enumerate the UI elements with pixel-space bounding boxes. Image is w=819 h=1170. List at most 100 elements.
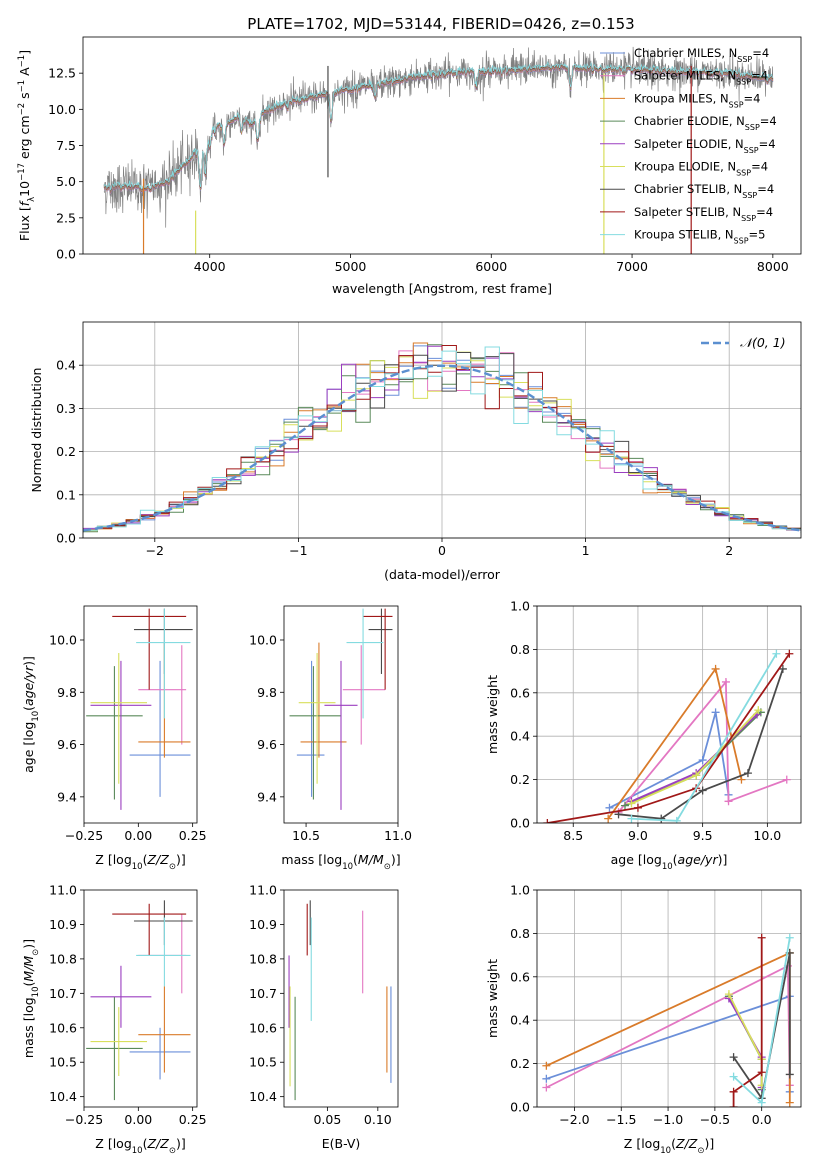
marker-salpeter-stelib — [785, 649, 794, 658]
marker-kroupa-stelib — [729, 1072, 738, 1081]
y-tick-label: 0.2 — [510, 1056, 530, 1071]
marker-kroupa-stelib — [772, 649, 781, 658]
marker-salpeter-stelib — [757, 1068, 766, 1077]
y-tick-label: 10.0 — [249, 632, 277, 647]
y-tick-label: 0.0 — [56, 531, 76, 546]
y-tick-label: 0.1 — [56, 487, 76, 502]
legend-label-kroupa-elodie: Kroupa ELODIE, NSSP=4 — [634, 160, 768, 178]
x-tick-label: 9.5 — [693, 828, 713, 843]
x-tick-label: 0 — [438, 543, 446, 558]
y-tick-label: 9.8 — [257, 685, 277, 700]
x-tick-label: 10.5 — [292, 828, 320, 843]
marker-chabrier-stelib — [698, 786, 707, 795]
marker-salpeter-miles — [782, 775, 791, 784]
marker-salpeter-stelib — [633, 803, 642, 812]
series-lines — [543, 649, 794, 823]
x-tick-label: 0.25 — [179, 1112, 207, 1127]
y-tick-label: 1.0 — [510, 599, 530, 614]
y-tick-label: 0.2 — [56, 444, 76, 459]
legend-label-kroupa-stelib: Kroupa STELIB, NSSP=5 — [634, 228, 765, 246]
y-tick-label: 9.6 — [257, 737, 277, 752]
x-tick-label: 9.0 — [628, 828, 648, 843]
marker-salpeter-stelib — [757, 933, 766, 942]
y-tick-label: 0.4 — [510, 1013, 530, 1028]
errorbars — [86, 608, 193, 810]
series-salpeter-stelib — [547, 653, 791, 823]
figure-title: PLATE=1702, MJD=53144, FIBERID=0426, z=0… — [247, 15, 634, 33]
y-axis-label: mass weight — [485, 959, 500, 1038]
legend: 𝒩(0, 1) — [701, 335, 786, 350]
spectrum-lines — [103, 46, 774, 254]
chart-spectrum: 4000 5000 6000 7000 8000 0.0 2.5 5.0 7.5 10.0 12.5… — [17, 36, 802, 296]
y-tick-label: 10.8 — [249, 951, 277, 966]
marker-chabrier-miles — [711, 708, 720, 717]
y-tick-label: 2.5 — [56, 210, 76, 225]
y-axis-label: mass weight — [485, 675, 500, 754]
y-tick-label: 0.3 — [56, 401, 76, 416]
x-tick-label: 10.0 — [753, 828, 781, 843]
marker-chabrier-stelib — [657, 814, 666, 823]
observed-spectrum — [103, 46, 774, 228]
marker-kroupa-miles — [711, 664, 720, 673]
series-lines — [542, 933, 794, 1107]
histogram-bars — [83, 342, 801, 533]
y-tick-label: 10.4 — [249, 1089, 277, 1104]
y-tick-label: 12.5 — [48, 66, 76, 81]
marker-kroupa-stelib — [785, 933, 794, 942]
y-tick-label: 10.6 — [249, 1020, 277, 1035]
marker-salpeter-stelib — [543, 819, 552, 823]
x-tick-label: 0.05 — [313, 1112, 341, 1127]
marker-kroupa-elodie — [692, 771, 701, 780]
series-chabrier-miles — [609, 712, 730, 809]
legend-label-salpeter-miles: Salpeter MILES, NSSP=4 — [634, 69, 768, 87]
x-axis-label: E(B-V) — [322, 1136, 361, 1151]
x-tick-label: 8000 — [757, 259, 789, 274]
x-tick-label: 0.0 — [752, 1112, 772, 1127]
marker-kroupa-miles — [737, 775, 746, 784]
marker-chabrier-miles — [698, 756, 707, 765]
marker-salpeter-miles — [542, 1083, 551, 1092]
axes-frame — [82, 321, 802, 539]
marker-chabrier-stelib — [729, 1053, 738, 1062]
axes-frame — [536, 605, 802, 824]
marker-salpeter-miles — [724, 797, 733, 806]
y-tick-label: 10.7 — [49, 986, 77, 1001]
y-tick-label: 9.4 — [257, 789, 277, 804]
marker-chabrier-stelib — [778, 664, 787, 673]
x-tick-label: 11.0 — [384, 828, 412, 843]
chart-age-vs-mass: 10.5 11.0 9.4 9.6 9.8 10.0 mass [log10(M/M⊙)] — [249, 605, 412, 872]
marker-chabrier-miles — [605, 803, 614, 812]
axes-frame — [536, 889, 802, 1108]
legend-label-chabrier-stelib: Chabrier STELIB, NSSP=4 — [634, 182, 774, 200]
errorbars — [288, 900, 392, 1101]
histogram-kroupa-stelib — [83, 346, 801, 533]
y-tick-label: 9.4 — [57, 789, 77, 804]
x-tick-label: −2.0 — [559, 1112, 589, 1127]
y-tick-label: 0.4 — [56, 358, 76, 373]
y-tick-label: 0.0 — [510, 816, 530, 831]
chart-age-vs-Z: −0.25 0.00 0.25 9.4 9.6 9.8 10.0 Z [log10(Z/Z⊙)… — [21, 605, 207, 872]
legend-label-chabrier-miles: Chabrier MILES, NSSP=4 — [634, 46, 769, 64]
model-kroupa-stelib — [103, 60, 774, 192]
y-tick-label: 10.8 — [49, 951, 77, 966]
y-tick-label: 5.0 — [56, 174, 76, 189]
axes-frame — [83, 605, 198, 824]
errorbars — [289, 608, 393, 810]
y-tick-label: 0.6 — [510, 685, 530, 700]
y-axis-label: Normed distribution — [29, 368, 44, 493]
legend-label-chabrier-elodie: Chabrier ELODIE, NSSP=4 — [634, 114, 777, 132]
y-axis-label: Flux [fλ10−17 erg cm−2 s−1 A−1] — [17, 50, 37, 241]
legend: Chabrier MILES, NSSP=4 Salpeter MILES, NS… — [600, 46, 777, 245]
y-tick-label: 0.8 — [510, 926, 530, 941]
normal-curve — [83, 364, 801, 532]
y-tick-label: 10.7 — [249, 986, 277, 1001]
marker-salpeter-stelib — [729, 1087, 738, 1096]
x-axis-label: mass [log10(M/M⊙)] — [281, 852, 400, 872]
marker-kroupa-elodie — [627, 799, 636, 808]
marker-kroupa-miles — [785, 1098, 794, 1107]
y-tick-label: 0.0 — [56, 247, 76, 262]
x-tick-label: −1.5 — [606, 1112, 636, 1127]
x-tick-label: −0.25 — [65, 828, 103, 843]
marker-chabrier-miles — [542, 1074, 551, 1083]
x-axis-label: Z [log10(Z/Z⊙)] — [624, 1136, 714, 1156]
